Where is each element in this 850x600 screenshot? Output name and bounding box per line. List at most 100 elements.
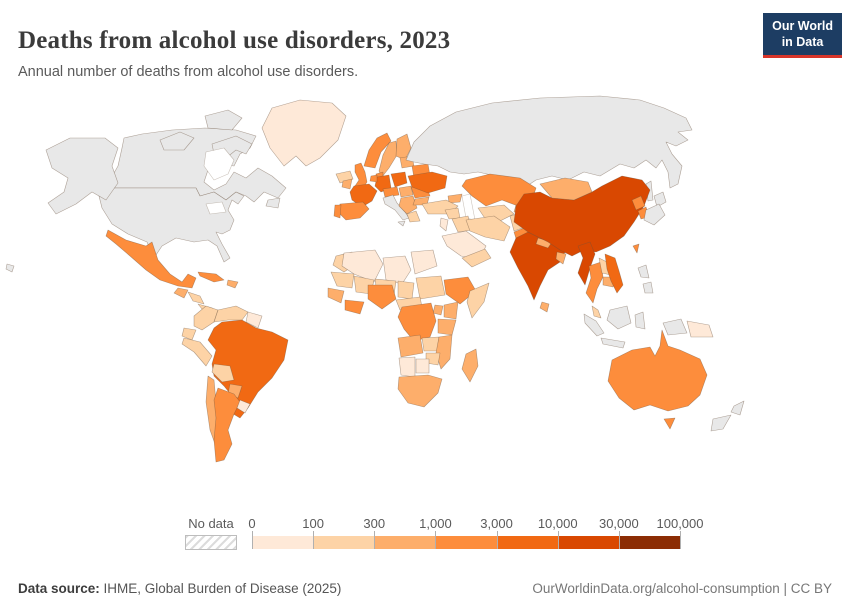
country-cuba[interactable] (197, 271, 225, 283)
country-honduras-nicaragua[interactable] (187, 291, 205, 305)
legend-ticks: 0 100 300 1,000 3,000 10,000 30,000 100,000 (248, 516, 703, 532)
country-caucasus[interactable] (447, 193, 463, 204)
country-france[interactable] (349, 183, 378, 208)
legend-tick-label: 3,000 (480, 516, 513, 531)
country-balkans[interactable] (398, 195, 418, 215)
legend-bin-swatch[interactable] (496, 536, 558, 549)
country-somalia[interactable] (466, 282, 490, 319)
legend-tick-mark (496, 531, 498, 549)
country-north-korea[interactable] (631, 195, 646, 211)
country-malaysia[interactable] (591, 305, 602, 319)
owid-logo[interactable]: Our World in Data (763, 13, 842, 58)
legend-no-data-swatch[interactable] (185, 535, 237, 550)
legend-bin-swatch[interactable] (313, 536, 375, 549)
country-poland[interactable] (390, 171, 408, 188)
legend-bins (252, 531, 681, 549)
hudson-bay (203, 147, 235, 181)
footer-attribution[interactable]: OurWorldinData.org/alcohol-consumption |… (532, 580, 832, 596)
legend-tick-mark (618, 531, 620, 549)
country-tasmania[interactable] (663, 417, 676, 430)
country-bolivia[interactable] (211, 363, 235, 383)
country-finland[interactable] (395, 133, 412, 161)
legend-bin-swatch[interactable] (374, 536, 436, 549)
country-guianas[interactable] (245, 311, 263, 329)
legend-tick-mark (313, 531, 315, 549)
country-uruguay[interactable] (236, 399, 251, 414)
country-sri-lanka[interactable] (539, 301, 550, 313)
country-australia[interactable] (607, 329, 708, 412)
country-egypt[interactable] (410, 249, 438, 275)
country-hispaniola[interactable] (226, 279, 239, 289)
country-madagascar[interactable] (461, 348, 479, 383)
country-portugal[interactable] (333, 204, 342, 219)
footer-source: Data source: IHME, Global Burden of Dise… (18, 581, 341, 596)
country-greenland[interactable] (261, 99, 347, 167)
legend-bin-swatch[interactable] (618, 536, 680, 549)
legend-tick-label: 300 (363, 516, 386, 531)
country-vietnam[interactable] (604, 253, 624, 294)
country-brazil[interactable] (207, 319, 289, 419)
country-hungary-slovakia[interactable] (398, 185, 414, 198)
country-philippines[interactable] (637, 264, 654, 294)
country-namibia[interactable] (398, 356, 416, 378)
country-botswana[interactable] (415, 358, 430, 374)
country-ireland[interactable] (341, 178, 353, 190)
country-papua-new-guinea[interactable] (686, 320, 714, 338)
page-title: Deaths from alcohol use disorders, 2023 (18, 26, 451, 54)
country-cote-ghana[interactable] (344, 299, 365, 315)
country-iran[interactable] (465, 215, 511, 242)
legend-tick-label: 100 (302, 516, 324, 531)
country-yemen-oman[interactable] (461, 248, 492, 268)
legend-bin-swatch[interactable] (557, 536, 619, 549)
country-new-zealand[interactable] (710, 400, 745, 432)
country-indonesia[interactable] (583, 305, 688, 349)
legend-no-data[interactable]: No data (185, 516, 237, 550)
country-mexico[interactable] (105, 229, 197, 289)
owid-logo-line2: in Data (781, 35, 824, 50)
country-czech-austria[interactable] (382, 186, 400, 198)
country-norway[interactable] (363, 132, 392, 169)
country-mongolia[interactable] (539, 177, 593, 201)
country-canada[interactable] (96, 109, 287, 209)
country-israel-jordan[interactable] (439, 217, 449, 232)
country-ukraine[interactable] (407, 171, 448, 194)
great-lakes (205, 201, 227, 215)
country-spain[interactable] (337, 201, 370, 221)
country-chad[interactable] (397, 280, 415, 300)
country-guatemala[interactable] (173, 287, 189, 299)
legend-tick-mark (680, 531, 681, 549)
country-senegal-guinea[interactable] (327, 287, 345, 304)
legend-tick-mark (557, 531, 559, 549)
legend-no-data-label: No data (188, 516, 234, 531)
country-mauritania[interactable] (330, 271, 355, 289)
country-benelux[interactable] (369, 174, 378, 183)
country-south-africa[interactable] (397, 374, 443, 408)
country-greece[interactable] (406, 210, 421, 223)
legend-bin-swatch[interactable] (435, 536, 497, 549)
country-myanmar[interactable] (577, 241, 596, 286)
owid-logo-line1: Our World (772, 19, 833, 33)
country-libya[interactable] (382, 255, 412, 285)
country-uganda[interactable] (432, 304, 444, 316)
legend-bin-swatch[interactable] (252, 536, 314, 549)
country-angola[interactable] (397, 334, 424, 358)
country-mozambique[interactable] (435, 334, 453, 370)
country-argentina[interactable] (213, 387, 241, 463)
country-syria[interactable] (444, 207, 461, 220)
country-venezuela[interactable] (213, 305, 249, 323)
country-taiwan[interactable] (632, 243, 640, 254)
country-peru[interactable] (181, 337, 213, 367)
footer-source-value: IHME, Global Burden of Disease (2025) (99, 580, 342, 596)
country-algeria[interactable] (341, 249, 384, 283)
country-sudan[interactable] (415, 275, 446, 300)
legend-tick-label: 10,000 (537, 516, 578, 531)
legend-tick-label: 1,000 (419, 516, 452, 531)
legend-tick-label: 0 (248, 516, 256, 531)
country-nigeria[interactable] (367, 284, 397, 310)
country-japan[interactable] (643, 191, 667, 226)
country-kenya[interactable] (443, 301, 459, 320)
country-zambia[interactable] (421, 336, 440, 352)
country-colombia[interactable] (193, 305, 219, 331)
country-tanzania[interactable] (437, 318, 457, 336)
country-bangladesh[interactable] (555, 251, 567, 265)
